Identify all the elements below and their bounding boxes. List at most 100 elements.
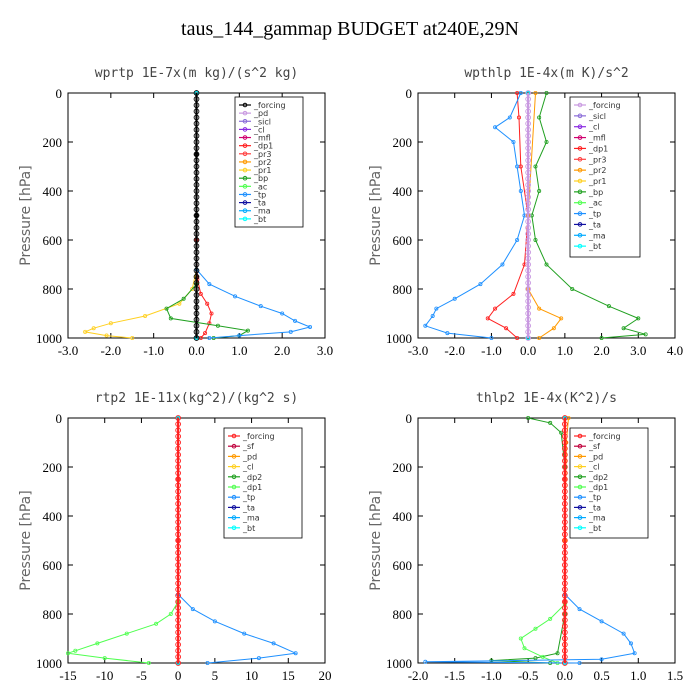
legend-marker [577, 494, 583, 500]
y-tick-label: 400 [393, 184, 413, 199]
data-point [215, 323, 220, 328]
data-point [599, 657, 604, 662]
zero-line-marker [193, 114, 200, 121]
y-tick-label: 1000 [386, 656, 412, 671]
legend-label: _ma [588, 514, 606, 523]
zero-line-marker [525, 151, 531, 158]
legend-label: _pr1 [253, 166, 271, 175]
x-tick-label: -15 [59, 668, 76, 683]
data-point [518, 164, 523, 169]
zero-line-marker [525, 102, 531, 109]
legend-label: _sicl [253, 117, 271, 126]
legend-label: _pr3 [253, 150, 271, 159]
zero-line-marker [175, 531, 181, 538]
zero-line-marker [525, 329, 531, 335]
zero-line-marker [175, 598, 181, 605]
legend-label: _sf [242, 442, 254, 451]
legend-marker [577, 443, 583, 449]
legend-marker [577, 146, 583, 151]
legend-label: _sf [588, 442, 600, 451]
legend-label: _forcing [588, 101, 621, 110]
legend-label: _bt [588, 242, 601, 251]
data-point [209, 311, 214, 316]
legend-label: _ma [253, 207, 271, 216]
zero-line-marker [562, 629, 568, 636]
zero-line-marker [175, 586, 181, 593]
x-tick-label: -1.0 [143, 343, 164, 358]
zero-line-marker [193, 292, 200, 298]
zero-line-marker [193, 108, 200, 115]
y-axis-label: Pressure [hPa] [368, 490, 384, 590]
legend-marker [242, 143, 248, 148]
data-point [73, 648, 78, 653]
data-point [233, 294, 238, 299]
x-tick-label: 1.0 [557, 343, 573, 358]
legend-label: _pr2 [253, 158, 271, 167]
zero-line-marker [525, 206, 531, 213]
legend-label: _pr1 [588, 177, 606, 186]
legend-marker [577, 222, 583, 227]
legend-label: _cl [242, 463, 254, 472]
data-point [258, 304, 263, 309]
legend-marker [577, 211, 583, 216]
legend-marker [231, 494, 237, 500]
zero-line-marker [525, 145, 531, 151]
x-tick-label: 20 [319, 668, 332, 683]
zero-line-marker [562, 470, 568, 476]
zero-line-marker [193, 298, 200, 305]
legend-marker [577, 243, 583, 249]
x-tick-label: 0.0 [188, 343, 204, 358]
zero-line-marker [175, 549, 181, 556]
data-point [146, 660, 151, 665]
zero-line-marker [562, 556, 568, 562]
zero-line-marker [175, 470, 181, 476]
legend-marker [577, 189, 583, 195]
legend-label: _mfl [253, 134, 271, 143]
chart-title: wpthlp 1E-4x(m K)/s^2 [464, 66, 628, 81]
data-point [164, 306, 169, 311]
data-point [430, 313, 435, 318]
zero-line-marker [175, 629, 181, 636]
data-point [308, 324, 313, 329]
legend-marker [242, 159, 248, 165]
data-point [104, 333, 109, 338]
data-point [599, 619, 604, 624]
data-point [643, 332, 648, 337]
legend-marker [577, 178, 583, 184]
data-point [190, 607, 195, 612]
zero-line-marker [175, 635, 181, 642]
legend-label: _dp2 [242, 473, 262, 482]
zero-line-marker [562, 605, 568, 611]
legend-marker [242, 184, 248, 189]
zero-line-marker [525, 255, 531, 262]
data-point [423, 659, 428, 664]
zero-line-marker [193, 157, 200, 164]
zero-line-marker [562, 617, 568, 623]
y-tick-label: 800 [393, 282, 413, 297]
legend-label: _dp2 [588, 473, 608, 482]
zero-line-marker [193, 188, 200, 194]
zero-line-marker [525, 335, 531, 341]
legend-label: _dp1 [253, 142, 273, 151]
data-point [515, 237, 520, 242]
zero-line-marker [193, 255, 200, 262]
zero-line-marker [525, 114, 531, 121]
legend-marker [242, 192, 248, 197]
zero-line-marker [562, 592, 568, 599]
zero-line-marker [193, 231, 200, 237]
data-point [515, 164, 520, 169]
zero-line-marker [175, 451, 181, 458]
zero-line-marker [193, 224, 200, 231]
zero-line-marker [562, 439, 568, 446]
x-tick-label: 5 [212, 668, 219, 683]
zero-line-marker [525, 157, 531, 164]
y-tick-label: 400 [43, 184, 63, 199]
legend-label: _ta [242, 503, 255, 512]
zero-line-marker [562, 635, 568, 642]
data-point [108, 321, 113, 326]
legend-marker [577, 515, 583, 520]
zero-line-marker [562, 568, 568, 574]
zero-line-marker [193, 322, 200, 329]
data-point [511, 140, 516, 145]
x-tick-label: 0.5 [593, 668, 609, 683]
